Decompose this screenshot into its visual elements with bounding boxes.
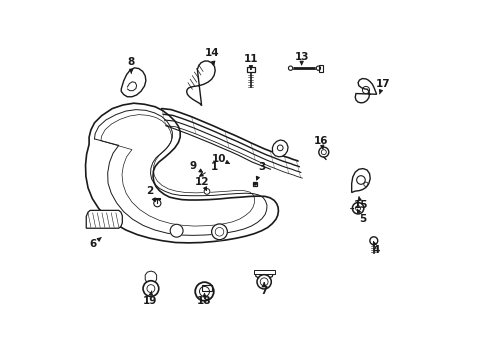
Text: 4: 4 (372, 242, 380, 255)
Text: 6: 6 (89, 237, 101, 249)
Circle shape (288, 66, 292, 70)
Bar (253, 182, 257, 186)
Text: 17: 17 (375, 78, 389, 94)
Text: 10: 10 (212, 154, 229, 164)
Bar (247, 67, 254, 72)
Bar (253, 270, 274, 274)
Polygon shape (86, 210, 122, 228)
Circle shape (318, 147, 328, 157)
Bar (319, 64, 322, 72)
Circle shape (257, 275, 271, 289)
Circle shape (352, 203, 363, 214)
Text: 14: 14 (204, 48, 219, 65)
Polygon shape (351, 168, 369, 193)
Circle shape (369, 237, 377, 245)
Polygon shape (354, 78, 376, 103)
Circle shape (195, 282, 213, 301)
Text: 7: 7 (260, 283, 267, 296)
Text: 8: 8 (127, 57, 135, 73)
Text: 16: 16 (313, 136, 328, 149)
Text: 19: 19 (142, 291, 157, 306)
Circle shape (211, 224, 227, 240)
Polygon shape (85, 103, 278, 243)
Text: 1: 1 (199, 162, 217, 176)
Text: 13: 13 (294, 52, 308, 65)
Circle shape (143, 281, 159, 296)
Polygon shape (121, 68, 145, 97)
Circle shape (153, 200, 161, 207)
Polygon shape (186, 61, 215, 106)
Text: 3: 3 (256, 162, 264, 180)
Polygon shape (272, 140, 287, 157)
Circle shape (203, 189, 209, 194)
Text: 5: 5 (357, 209, 365, 224)
Text: 12: 12 (195, 177, 209, 190)
Text: 18: 18 (197, 293, 211, 306)
Text: 2: 2 (146, 186, 155, 202)
Circle shape (170, 224, 183, 237)
Circle shape (254, 183, 256, 185)
Circle shape (316, 66, 320, 70)
Text: 11: 11 (243, 54, 258, 69)
Text: 9: 9 (189, 161, 202, 172)
Bar (201, 285, 212, 292)
Text: 15: 15 (353, 197, 367, 210)
